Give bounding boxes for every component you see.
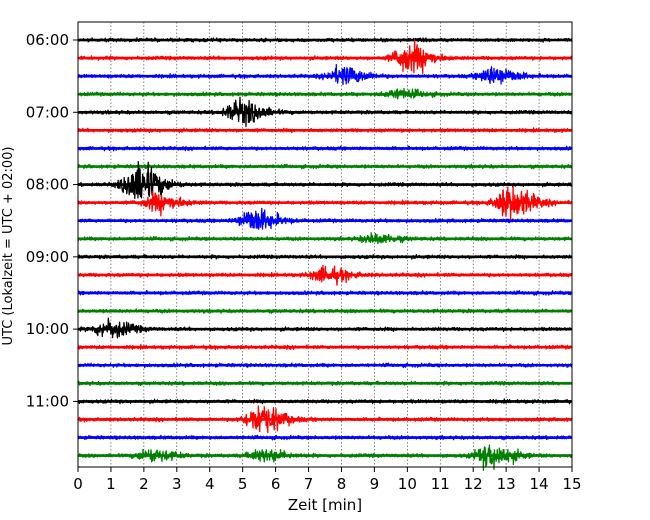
x-tick-label: 14 bbox=[530, 475, 549, 493]
trace-0630 bbox=[77, 63, 573, 86]
x-axis-title: Zeit [min] bbox=[288, 496, 362, 514]
x-tick-label: 13 bbox=[497, 475, 516, 493]
x-tick-label: 15 bbox=[562, 475, 581, 493]
x-tick-label: 1 bbox=[106, 475, 116, 493]
y-tick-label: 10:00 bbox=[26, 320, 69, 338]
x-tick-label: 3 bbox=[172, 475, 182, 493]
y-tick-label: 09:00 bbox=[26, 248, 69, 266]
y-axis: 06:00 07:00 08:00 09:00 10:00 11:00 bbox=[26, 31, 78, 410]
x-axis: 0 1 2 3 4 5 6 7 8 9 10 11 12 13 14 15 bbox=[73, 467, 582, 493]
y-tick-label: 08:00 bbox=[26, 176, 69, 194]
x-tick-label: 6 bbox=[271, 475, 281, 493]
plot-frame bbox=[77, 21, 573, 468]
x-tick-label: 4 bbox=[205, 475, 215, 493]
x-tick-label: 10 bbox=[398, 475, 417, 493]
x-tick-label: 11 bbox=[431, 475, 450, 493]
x-tick-label: 7 bbox=[304, 475, 314, 493]
x-tick-label: 0 bbox=[73, 475, 83, 493]
trace-layer bbox=[77, 37, 573, 471]
x-tick-label: 8 bbox=[337, 475, 347, 493]
y-tick-label: 06:00 bbox=[26, 31, 69, 49]
x-tick-label: 12 bbox=[464, 475, 483, 493]
x-tick-label: 2 bbox=[139, 475, 149, 493]
y-tick-label: 11:00 bbox=[26, 392, 69, 410]
x-tick-label: 5 bbox=[238, 475, 248, 493]
y-tick-label: 07:00 bbox=[26, 103, 69, 121]
y-axis-title: UTC (Lokalzeit = UTC + 02:00) bbox=[1, 147, 16, 346]
trace-0615 bbox=[77, 39, 573, 74]
x-tick-label: 9 bbox=[370, 475, 380, 493]
